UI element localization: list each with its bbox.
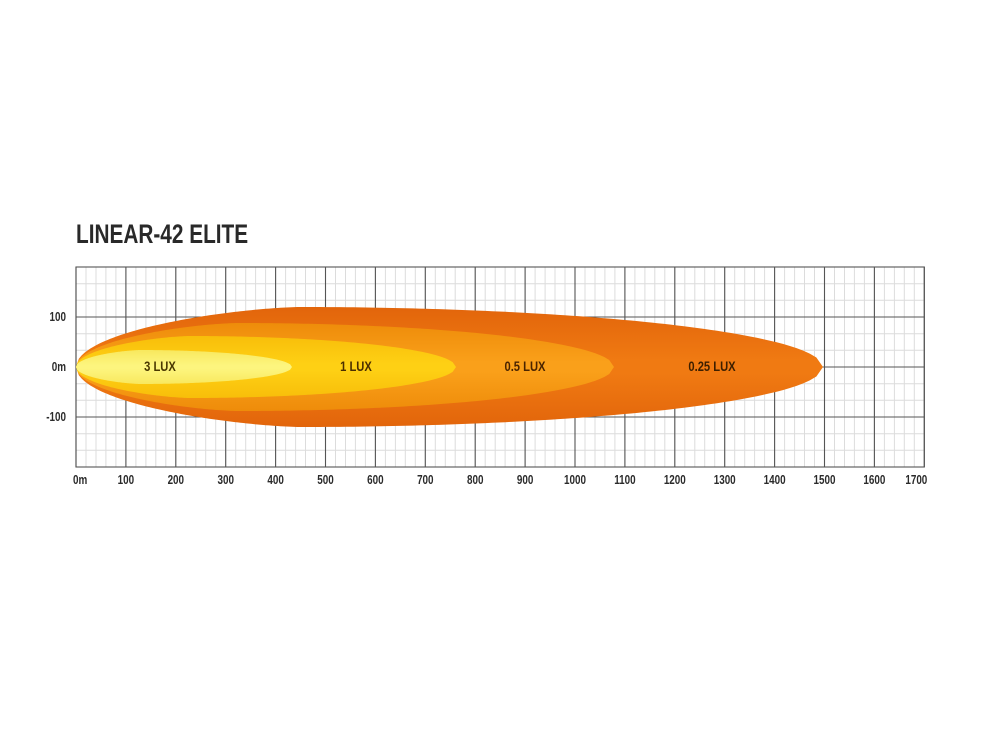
- svg-text:300: 300: [217, 474, 233, 488]
- svg-text:100: 100: [50, 311, 66, 325]
- svg-text:1500: 1500: [814, 474, 836, 488]
- svg-text:3 LUX: 3 LUX: [144, 359, 176, 374]
- svg-text:0.25 LUX: 0.25 LUX: [688, 359, 736, 374]
- svg-text:1600: 1600: [863, 474, 885, 488]
- svg-text:1 LUX: 1 LUX: [340, 359, 372, 374]
- svg-text:800: 800: [467, 474, 483, 488]
- svg-text:-100: -100: [46, 411, 66, 425]
- svg-text:0m: 0m: [73, 474, 87, 488]
- svg-text:1100: 1100: [614, 474, 635, 488]
- svg-text:1400: 1400: [764, 474, 786, 488]
- svg-text:1300: 1300: [714, 474, 736, 488]
- svg-text:100: 100: [118, 474, 134, 488]
- svg-text:600: 600: [367, 474, 383, 488]
- svg-text:400: 400: [267, 474, 283, 488]
- svg-text:1000: 1000: [564, 474, 586, 488]
- svg-text:900: 900: [517, 474, 533, 488]
- svg-text:0.5 LUX: 0.5 LUX: [504, 359, 546, 374]
- svg-text:200: 200: [168, 474, 184, 488]
- svg-text:1700: 1700: [905, 474, 927, 488]
- svg-text:500: 500: [317, 474, 333, 488]
- svg-text:700: 700: [417, 474, 433, 488]
- svg-text:0m: 0m: [52, 361, 66, 375]
- svg-text:1200: 1200: [664, 474, 686, 488]
